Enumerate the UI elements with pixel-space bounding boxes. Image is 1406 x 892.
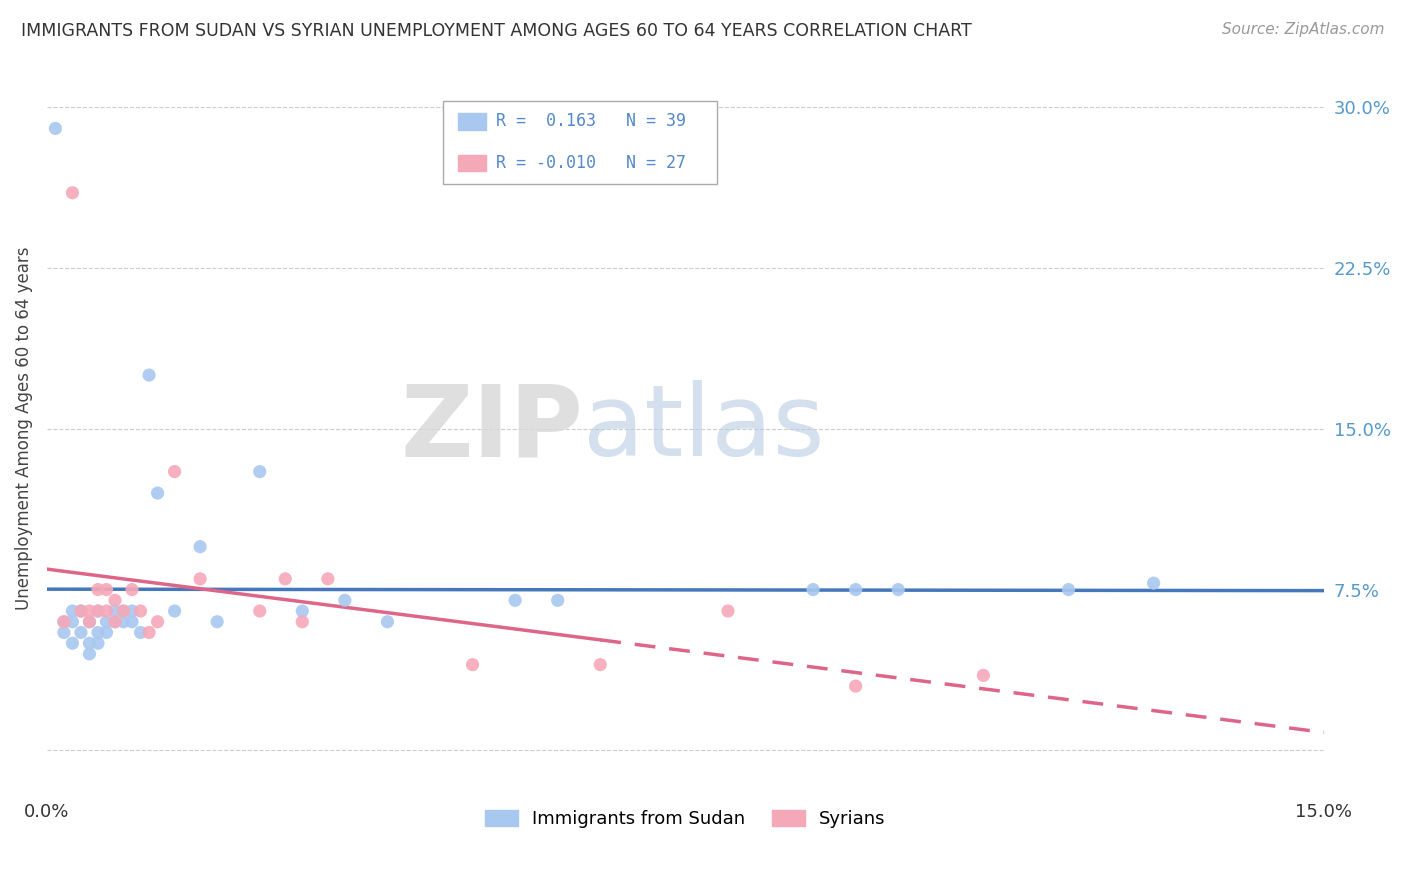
- Point: [87, 636, 110, 650]
- Point: [205, 615, 228, 629]
- Text: R = -0.010   N = 27: R = -0.010 N = 27: [496, 154, 686, 172]
- Point: [87, 604, 110, 618]
- Point: [52, 625, 75, 640]
- Point: [121, 582, 143, 597]
- Point: [274, 572, 297, 586]
- Point: [146, 486, 169, 500]
- Point: [163, 604, 186, 618]
- Point: [121, 615, 143, 629]
- Text: IMMIGRANTS FROM SUDAN VS SYRIAN UNEMPLOYMENT AMONG AGES 60 TO 64 YEARS CORRELATI: IMMIGRANTS FROM SUDAN VS SYRIAN UNEMPLOY…: [21, 22, 972, 40]
- Point: [249, 604, 271, 618]
- Point: [972, 668, 994, 682]
- Point: [1143, 576, 1166, 591]
- Point: [589, 657, 612, 672]
- Text: R =  0.163   N = 39: R = 0.163 N = 39: [496, 112, 686, 130]
- FancyBboxPatch shape: [443, 101, 717, 185]
- Point: [70, 604, 93, 618]
- Point: [1057, 582, 1080, 597]
- Point: [291, 615, 314, 629]
- Point: [717, 604, 740, 618]
- Point: [129, 625, 152, 640]
- Point: [121, 604, 143, 618]
- Point: [96, 582, 118, 597]
- Point: [52, 615, 75, 629]
- Point: [79, 615, 101, 629]
- Point: [79, 636, 101, 650]
- Point: [79, 615, 101, 629]
- Point: [129, 604, 152, 618]
- Point: [316, 572, 339, 586]
- Legend: Immigrants from Sudan, Syrians: Immigrants from Sudan, Syrians: [478, 803, 893, 836]
- Point: [62, 604, 84, 618]
- Point: [96, 615, 118, 629]
- Point: [461, 657, 484, 672]
- Text: atlas: atlas: [583, 380, 825, 477]
- Text: Source: ZipAtlas.com: Source: ZipAtlas.com: [1222, 22, 1385, 37]
- Point: [96, 625, 118, 640]
- Point: [146, 615, 169, 629]
- Point: [87, 625, 110, 640]
- Bar: [458, 155, 486, 171]
- Point: [87, 582, 110, 597]
- Point: [104, 615, 127, 629]
- Point: [138, 625, 160, 640]
- Point: [112, 604, 135, 618]
- Text: ZIP: ZIP: [401, 380, 583, 477]
- Point: [163, 465, 186, 479]
- Point: [62, 636, 84, 650]
- Point: [845, 679, 868, 693]
- Point: [547, 593, 569, 607]
- Point: [79, 604, 101, 618]
- Bar: [458, 113, 486, 129]
- Point: [801, 582, 824, 597]
- Point: [887, 582, 910, 597]
- Point: [188, 572, 211, 586]
- Point: [87, 604, 110, 618]
- Point: [96, 604, 118, 618]
- Point: [291, 604, 314, 618]
- Point: [44, 121, 66, 136]
- Point: [112, 604, 135, 618]
- Point: [70, 625, 93, 640]
- Point: [188, 540, 211, 554]
- Point: [104, 593, 127, 607]
- Point: [112, 615, 135, 629]
- Point: [52, 615, 75, 629]
- Point: [79, 647, 101, 661]
- Point: [845, 582, 868, 597]
- Point: [249, 465, 271, 479]
- Point: [70, 604, 93, 618]
- Point: [377, 615, 399, 629]
- Point: [333, 593, 356, 607]
- Point: [138, 368, 160, 382]
- Point: [104, 615, 127, 629]
- Point: [62, 186, 84, 200]
- Y-axis label: Unemployment Among Ages 60 to 64 years: Unemployment Among Ages 60 to 64 years: [15, 247, 32, 610]
- Point: [503, 593, 526, 607]
- Point: [104, 604, 127, 618]
- Point: [62, 615, 84, 629]
